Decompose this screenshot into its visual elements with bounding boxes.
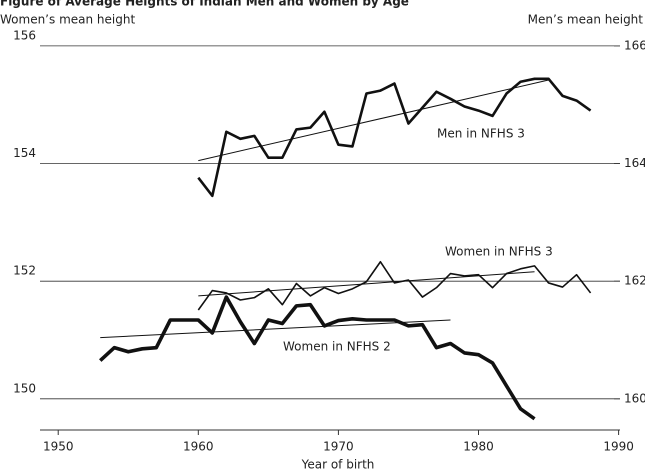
y-tick-label: 154	[13, 146, 36, 160]
data-line	[197, 260, 592, 311]
trend-line	[198, 271, 535, 297]
x-tick-label: 1990	[603, 440, 634, 454]
y-tick-label: 150	[13, 381, 36, 395]
x-tick-label: 1970	[323, 440, 354, 454]
trend-line	[100, 319, 451, 339]
x-tick-label: 1980	[463, 440, 494, 454]
y-tick-label: 156	[13, 28, 36, 42]
y2-axis-label: Men’s mean height	[528, 13, 644, 27]
trend-line	[198, 79, 549, 162]
data-line	[197, 77, 592, 198]
x-tick-label: 1950	[43, 440, 74, 454]
x-tick-label: 1960	[183, 440, 214, 454]
series-label: Women in NFHS 2	[283, 340, 391, 354]
chart-title: Figure of Average Heights of Indian Men …	[0, 0, 409, 9]
y-axis-label: Women’s mean height	[0, 13, 135, 27]
series-label: Women in NFHS 3	[445, 245, 553, 259]
y2-tick-label: 166	[624, 38, 645, 52]
series-label: Men in NFHS 3	[437, 127, 525, 141]
x-axis-label: Year of birth	[301, 458, 375, 472]
y2-tick-label: 160	[624, 391, 645, 405]
y2-tick-label: 164	[624, 156, 645, 170]
y2-tick-label: 162	[624, 274, 645, 288]
y-tick-label: 152	[13, 264, 36, 278]
data-line	[99, 295, 536, 421]
